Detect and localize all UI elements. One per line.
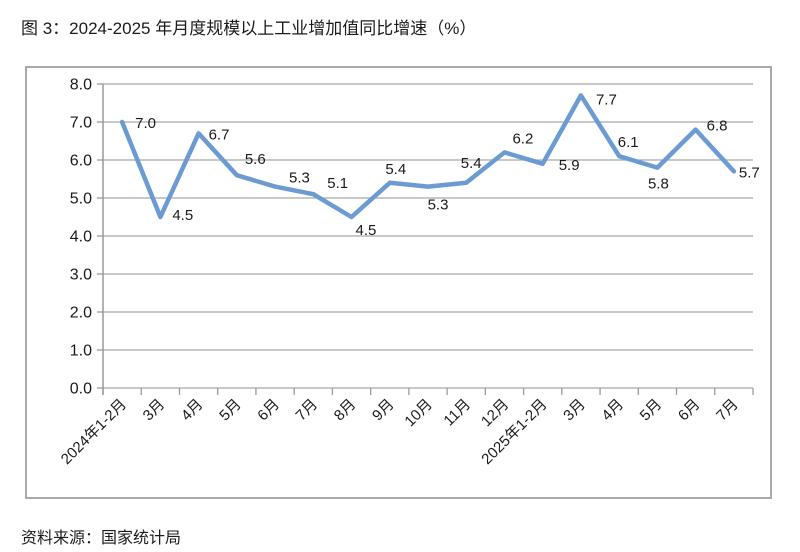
y-tick-label: 2.0 (70, 305, 92, 322)
x-tick-label: 7月 (293, 396, 322, 425)
data-point-label: 4.5 (172, 207, 193, 224)
data-point-label: 5.4 (461, 155, 482, 172)
data-point-label: 6.2 (512, 130, 533, 147)
data-point-label: 5.7 (739, 164, 760, 181)
x-tick-label: 3月 (140, 396, 169, 425)
x-tick-label: 6月 (254, 396, 283, 425)
data-point-label: 5.8 (648, 176, 669, 193)
y-tick-label: 0.0 (70, 381, 92, 398)
y-tick-label: 6.0 (70, 153, 92, 170)
y-tick-label: 3.0 (70, 267, 92, 284)
data-point-label: 7.0 (135, 115, 156, 132)
y-tick-label: 4.0 (70, 229, 92, 246)
x-tick-label: 6月 (675, 396, 704, 425)
data-point-label: 6.8 (707, 118, 728, 135)
x-tick-label: 8月 (331, 396, 360, 425)
axes (97, 83, 754, 395)
x-tick-label: 7月 (713, 396, 742, 425)
x-tick-label: 5月 (637, 396, 666, 425)
data-point-label: 5.6 (245, 151, 266, 168)
x-tick-label: 9月 (369, 396, 398, 425)
data-labels: 7.0 4.5 6.7 5.6 5.3 5.1 4.5 5.4 5.3 5.4 6.2 5.9 7.7 6… (135, 91, 760, 239)
x-tick-label: 4月 (178, 396, 207, 425)
figure-title: 图 3：2024-2025 年月度规模以上工业增加值同比增速（%） (21, 19, 477, 38)
line-chart: 0.0 1.0 2.0 3.0 4.0 5.0 6.0 7.0 8.0 2024年1-2月 3月 4月… (58, 77, 760, 468)
data-point-label: 6.1 (618, 134, 639, 151)
data-point-label: 7.7 (596, 91, 617, 108)
y-tick-label: 5.0 (70, 191, 92, 208)
data-point-label: 5.3 (428, 197, 449, 214)
data-point-label: 6.7 (209, 126, 230, 143)
chart-frame: 0.0 1.0 2.0 3.0 4.0 5.0 6.0 7.0 8.0 2024年1-2月 3月 4月… (25, 66, 772, 499)
data-point-label: 5.1 (327, 175, 348, 192)
x-axis-labels: 2024年1-2月 3月 4月 5月 6月 7月 8月 9月 10月 11月 12月2025年1-2… (58, 396, 742, 468)
x-tick-label: 5月 (216, 396, 245, 425)
x-tick-label: 4月 (598, 396, 627, 425)
x-tick-label: 10月 (401, 396, 435, 430)
y-tick-label: 7.0 (70, 115, 92, 132)
data-point-label: 5.9 (559, 157, 580, 174)
data-point-label: 4.5 (356, 222, 377, 239)
source-note: 资料来源：国家统计局 (21, 530, 182, 547)
x-tick-label: 11月 (440, 396, 474, 430)
x-tick-label: 3月 (560, 396, 589, 425)
x-tick-label: 12月 (478, 396, 512, 430)
y-tick-label: 1.0 (70, 343, 92, 360)
y-tick-label: 8.0 (70, 77, 92, 94)
x-tick-label: 2024年1-2月 (58, 396, 130, 468)
gridlines (103, 83, 753, 389)
data-point-label: 5.4 (385, 161, 406, 178)
data-line (119, 93, 737, 220)
data-point-label: 5.3 (289, 170, 310, 187)
y-axis-labels: 0.0 1.0 2.0 3.0 4.0 5.0 6.0 7.0 8.0 (70, 77, 92, 398)
